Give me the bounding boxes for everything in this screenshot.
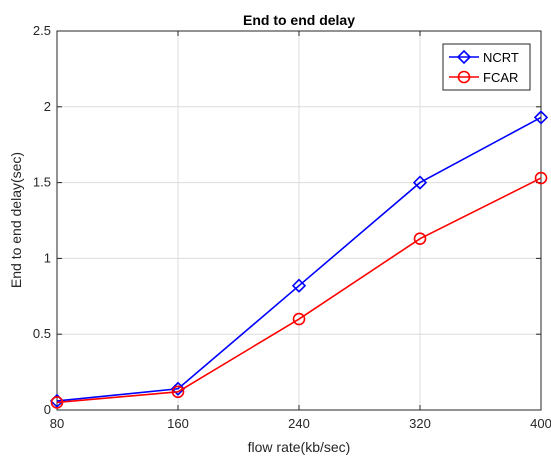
y-tick-label: 0.5 [33,326,51,341]
legend-marker-ncrt [456,49,472,65]
legend-entries: NCRT FCAR [449,49,519,85]
series-line-ncrt [56,116,542,402]
x-tick-label: 240 [288,416,310,431]
x-tick-label: 160 [167,416,189,431]
series-fcar [50,171,548,409]
data-point-ncrt [412,175,428,190]
axis-ticks: 80 160 240 320 400 0 0.5 1 1.5 2 2.5 [33,23,551,431]
data-point-fcar [413,232,427,245]
data-point-fcar [534,171,548,185]
y-tick-label: 1 [44,250,51,265]
y-axis-label: End to end delay(sec) [8,152,24,288]
data-point-fcar [292,312,306,326]
data-point-fcar [50,396,64,409]
y-tick-label: 0 [44,402,51,417]
legend: NCRT FCAR [442,43,531,91]
y-tick-label: 1.5 [33,175,51,190]
y-tick-label: 2 [44,99,51,114]
series-line-fcar [56,177,542,404]
legend-marker-fcar [457,70,471,84]
x-axis-label: flow rate(kb/sec) [248,439,351,455]
y-tick-label: 2.5 [33,23,51,38]
x-tick-label: 80 [50,416,64,431]
legend-box [442,43,531,91]
legend-label-fcar: FCAR [483,70,518,85]
x-tick-label: 400 [530,416,551,431]
data-point-ncrt [291,278,307,293]
data-point-ncrt [170,381,186,396]
legend-label-ncrt: NCRT [483,50,519,65]
data-point-ncrt [533,110,549,125]
legend-entry-ncrt: NCRT [449,49,519,65]
data-point-fcar [171,385,185,399]
chart-title: End to end delay [243,12,355,28]
x-tick-label: 320 [409,416,431,431]
series-layer [49,110,549,409]
legend-entry-fcar: FCAR [449,70,518,85]
